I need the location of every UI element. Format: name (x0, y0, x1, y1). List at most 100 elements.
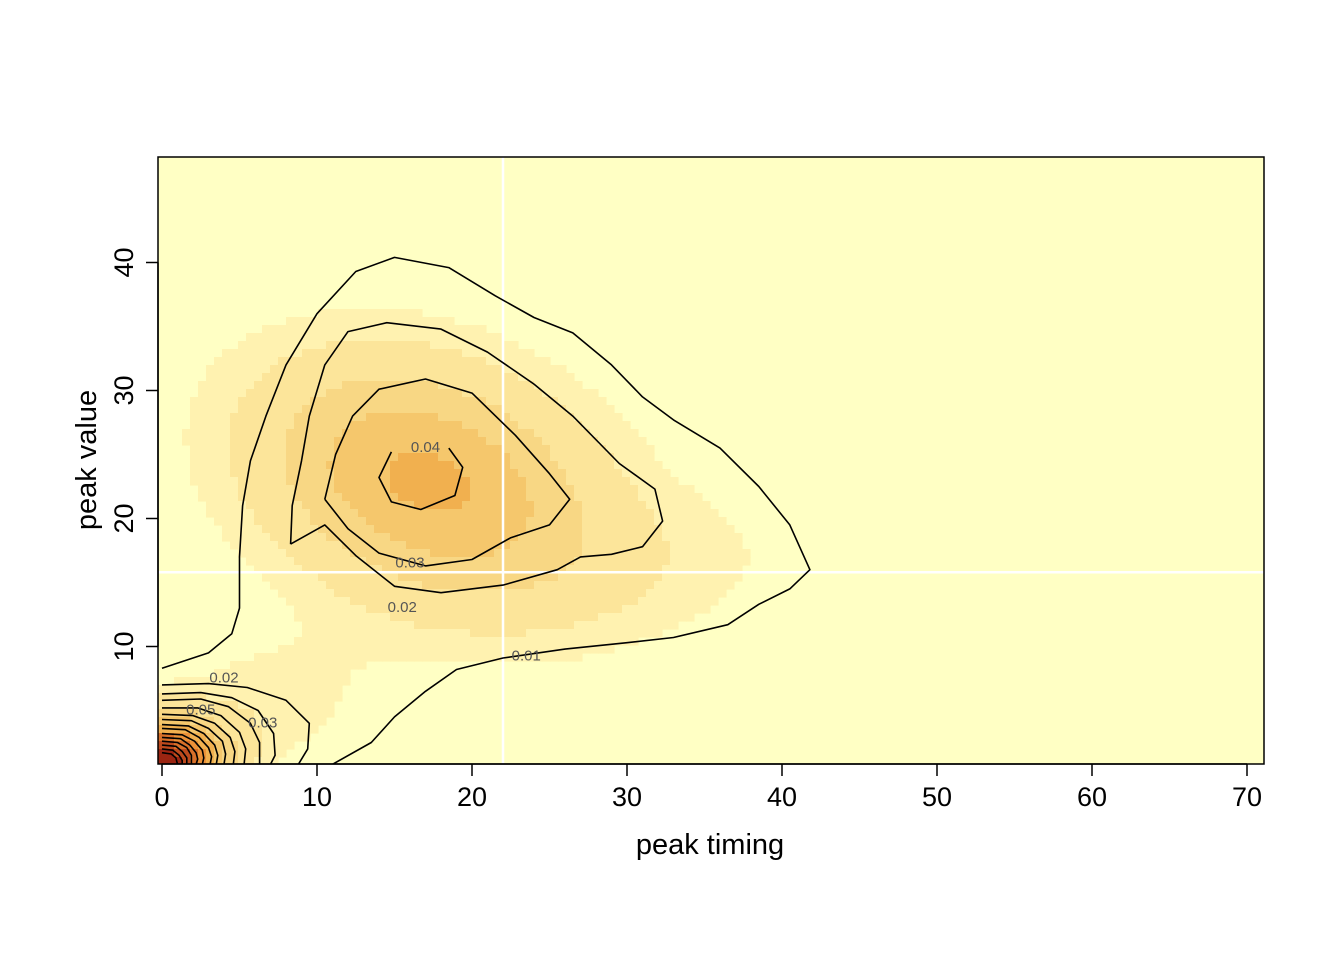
density-cell (486, 397, 495, 406)
density-cell (270, 365, 279, 374)
density-cell (302, 469, 311, 478)
density-cell (174, 677, 183, 686)
density-cell (462, 469, 471, 478)
density-cell (254, 557, 263, 566)
density-cell (214, 389, 223, 398)
density-cell (550, 389, 559, 398)
density-cell (358, 333, 367, 342)
density-cell (510, 509, 519, 518)
density-cell (662, 597, 671, 606)
density-cell (374, 501, 383, 510)
density-cell (526, 405, 535, 414)
density-cell (454, 605, 463, 614)
density-cell (686, 517, 695, 526)
density-cell (414, 373, 423, 382)
density-cell (342, 397, 351, 406)
density-cell (542, 629, 551, 638)
density-cell (326, 381, 335, 390)
density-cell (518, 653, 527, 662)
density-cell (254, 493, 263, 502)
density-cell (214, 757, 223, 764)
density-cell (238, 365, 247, 374)
density-cell (358, 341, 367, 350)
density-cell (278, 573, 287, 582)
density-cell (278, 693, 287, 702)
density-cell (158, 701, 167, 710)
density-cell (694, 541, 703, 550)
density-cell (270, 437, 279, 446)
density-cell (454, 645, 463, 654)
density-cell (318, 549, 327, 558)
density-cell (406, 613, 415, 622)
density-cell (406, 637, 415, 646)
density-cell (206, 477, 215, 486)
density-cell (422, 653, 431, 662)
density-cell (278, 517, 287, 526)
density-cell (518, 389, 527, 398)
density-cell (670, 525, 679, 534)
density-cell (654, 469, 663, 478)
density-cell (542, 621, 551, 630)
density-cell (454, 589, 463, 598)
density-cell (318, 717, 327, 726)
density-cell (462, 613, 471, 622)
density-cell (446, 389, 455, 398)
density-cell (318, 341, 327, 350)
density-cell (614, 637, 623, 646)
density-cell (598, 413, 607, 422)
density-cell (318, 533, 327, 542)
density-cell (662, 613, 671, 622)
density-cell (662, 605, 671, 614)
density-cell (198, 429, 207, 438)
density-cell (350, 357, 359, 366)
density-cell (526, 621, 535, 630)
density-cell (262, 685, 271, 694)
density-cell (214, 373, 223, 382)
density-cell (526, 629, 535, 638)
density-cell (214, 741, 223, 750)
density-cell (566, 373, 575, 382)
density-cell (414, 533, 423, 542)
density-cell (630, 629, 639, 638)
density-cell (286, 525, 295, 534)
density-cell (422, 453, 431, 462)
density-cell (222, 357, 231, 366)
density-cell (422, 565, 431, 574)
density-cell (294, 701, 303, 710)
density-cell (446, 381, 455, 390)
density-cell (462, 653, 471, 662)
density-cell (222, 669, 231, 678)
density-cell (446, 573, 455, 582)
density-cell (462, 357, 471, 366)
density-cell (486, 453, 495, 462)
density-cell (286, 669, 295, 678)
density-cell (198, 725, 207, 734)
density-cell (478, 485, 487, 494)
density-cell (342, 645, 351, 654)
density-cell (278, 677, 287, 686)
density-cell (342, 605, 351, 614)
density-cell (254, 709, 263, 718)
density-cell (646, 613, 655, 622)
density-cell (262, 525, 271, 534)
density-cell (366, 429, 375, 438)
density-cell (254, 733, 263, 742)
density-cell (278, 485, 287, 494)
density-cell (470, 445, 479, 454)
density-cell (478, 405, 487, 414)
density-cell (302, 565, 311, 574)
density-cell (462, 517, 471, 526)
density-cell (438, 421, 447, 430)
density-cell (590, 437, 599, 446)
density-cell (238, 709, 247, 718)
density-cell (382, 469, 391, 478)
density-cell (502, 533, 511, 542)
density-cell (318, 333, 327, 342)
density-cell (342, 357, 351, 366)
density-cell (374, 349, 383, 358)
density-cell (406, 309, 415, 318)
density-cell (438, 389, 447, 398)
density-cell (414, 405, 423, 414)
density-cell (254, 501, 263, 510)
density-cell (390, 461, 399, 470)
